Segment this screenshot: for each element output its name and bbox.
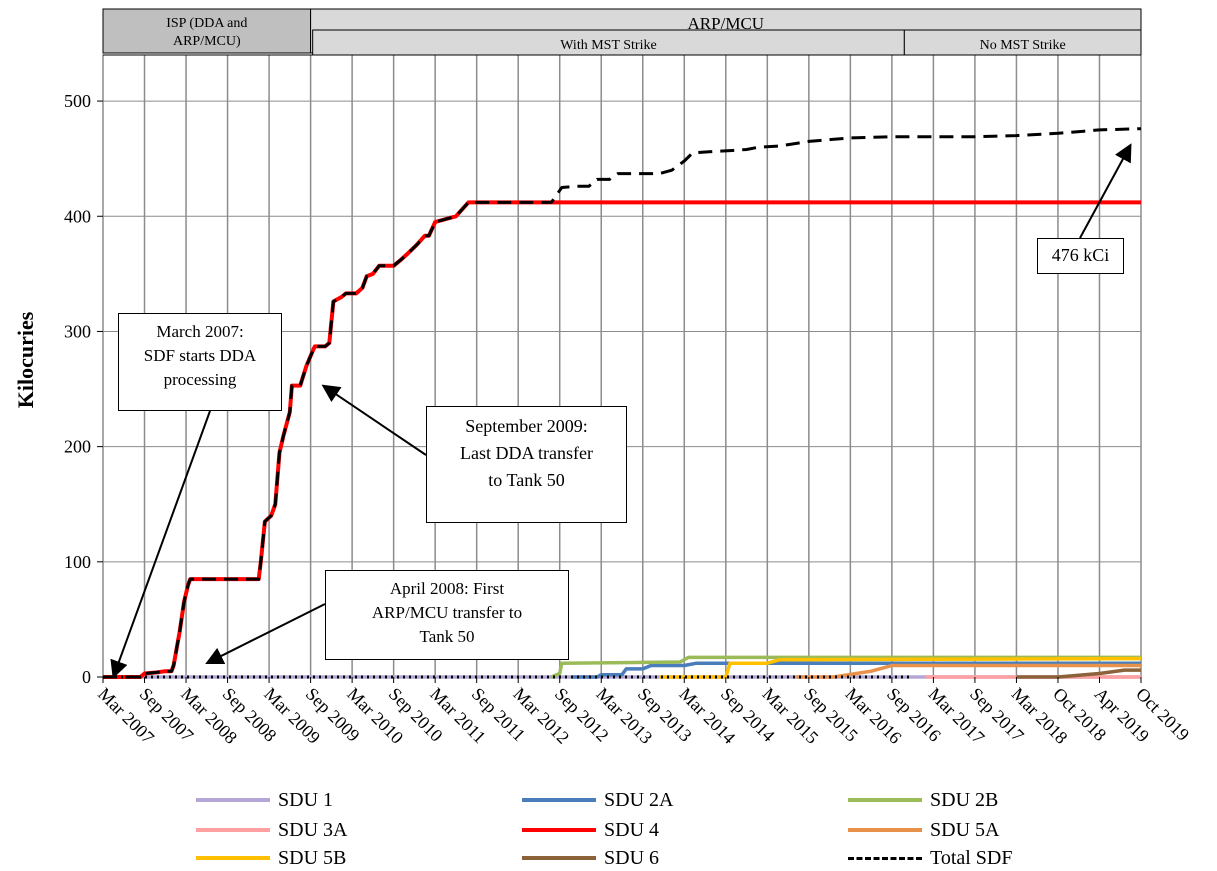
y-tick-label: 400 <box>64 206 91 226</box>
annotation-arrows <box>110 143 1132 679</box>
legend-label: SDU 1 <box>278 789 334 811</box>
annotation-march-2007: March 2007: SDF starts DDA processing <box>118 313 282 411</box>
y-axis-label: Kilocuries <box>13 311 38 408</box>
legend-swatch <box>848 828 922 832</box>
legend-label: SDU 4 <box>604 819 660 841</box>
legend-label: SDU 2B <box>930 789 999 811</box>
legend-swatch <box>522 798 596 802</box>
series-line-total-sdf <box>103 127 1142 679</box>
band-label: No MST Strike <box>980 38 1066 53</box>
series-line-sdu-6 <box>1016 668 1141 679</box>
legend-swatch <box>522 828 596 832</box>
band-box <box>312 29 905 56</box>
annotation-arrow-april-2008 <box>205 603 326 665</box>
legend-swatch <box>522 856 596 860</box>
legend-swatch <box>196 856 270 860</box>
legend-label: SDU 5A <box>930 819 1000 841</box>
legend-item-sdu-5b: SDU 5B <box>196 845 346 871</box>
series-line-sdu-2a <box>572 661 1141 679</box>
annotation-arrow-total-476 <box>1079 143 1132 239</box>
legend-item-sdu-2a: SDU 2A <box>522 787 673 813</box>
series-line-sdu-5b <box>659 656 1142 679</box>
process-bands: ISP (DDA and ARP/MCU) ARP/MCU With MST Stri… <box>102 8 1142 56</box>
legend-item-sdu-5a: SDU 5A <box>848 817 999 843</box>
legend-item-sdu-6: SDU 6 <box>522 845 659 871</box>
band-label: With MST Strike <box>560 38 656 53</box>
legend-swatch <box>848 798 922 802</box>
annotation-april-2008: April 2008: First ARP/MCU transfer to Ta… <box>325 570 569 660</box>
legend-label: SDU 3A <box>278 819 348 841</box>
legend-swatch <box>848 856 922 860</box>
legend-item-total-sdf: Total SDF <box>848 845 1013 871</box>
band-box <box>102 8 312 54</box>
annotation-september-2009: September 2009: Last DDA transfer to Tan… <box>426 406 627 523</box>
annotation-arrow-september-2009 <box>321 384 427 456</box>
legend-swatch <box>196 798 270 802</box>
series-line-sdu-5a <box>796 663 1141 679</box>
legend-item-sdu-2b: SDU 2B <box>848 787 998 813</box>
y-tick-label: 300 <box>64 321 91 341</box>
legend-item-sdu-3a: SDU 3A <box>196 817 347 843</box>
legend-label: SDU 2A <box>604 789 674 811</box>
y-tick-label: 200 <box>64 437 91 457</box>
legend-label: Total SDF <box>930 847 1013 869</box>
legend-label: SDU 5B <box>278 847 347 869</box>
legend-label: SDU 6 <box>604 847 660 869</box>
chart-series <box>103 127 1142 679</box>
band-box <box>903 29 1142 56</box>
band-label: ARP/MCU <box>688 14 765 33</box>
annotation-arrow-march-2007 <box>110 410 211 679</box>
series-line-sdu-2b <box>550 655 1141 679</box>
legend-item-sdu-4: SDU 4 <box>522 817 659 843</box>
band-label: ISP (DDA and ARP/MCU) <box>166 16 247 49</box>
y-tick-label: 500 <box>64 91 91 111</box>
legend-item-sdu-1: SDU 1 <box>196 787 333 813</box>
annotation-476-kci: 476 kCi <box>1037 238 1124 274</box>
y-tick-label: 100 <box>64 552 91 572</box>
y-tick-label: 0 <box>82 667 91 687</box>
legend-swatch <box>196 828 270 832</box>
